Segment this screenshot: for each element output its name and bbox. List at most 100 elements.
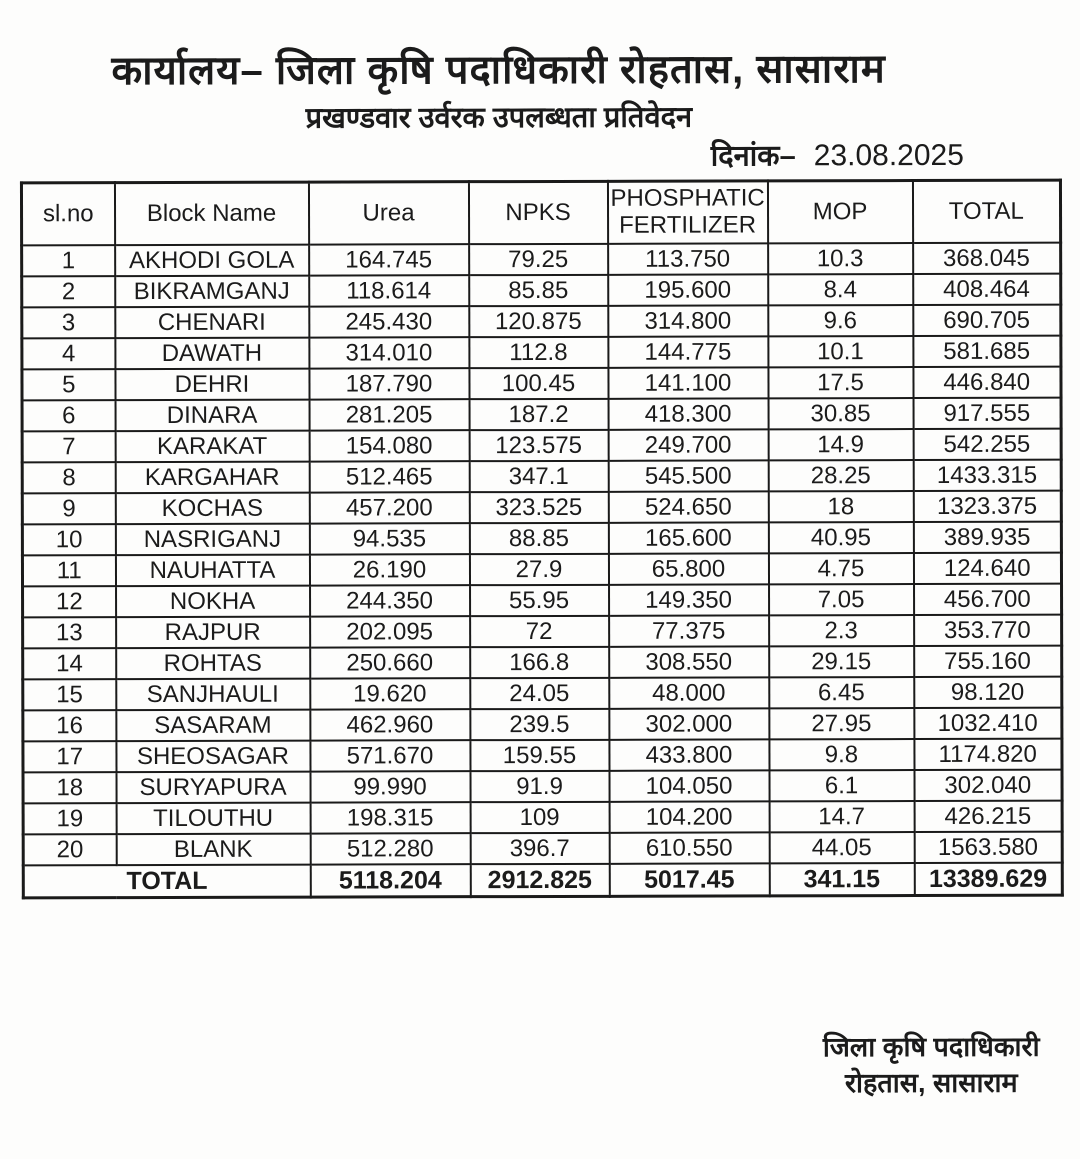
table-cell: 245.430 xyxy=(308,306,469,338)
table-cell: 571.670 xyxy=(309,740,471,772)
table-cell: 149.350 xyxy=(608,584,769,616)
table-cell: 12 xyxy=(22,586,116,618)
table-cell: 65.800 xyxy=(608,553,769,585)
table-cell: 159.55 xyxy=(469,739,610,772)
column-header: MOP xyxy=(767,180,913,244)
table-row: 8 KARGAHAR 512.465 347.1 545.500 28.25 1433.31… xyxy=(22,459,1062,494)
table-cell: KOCHAS xyxy=(115,492,310,525)
table-cell: 19 xyxy=(23,803,117,835)
table-cell: 755.160 xyxy=(913,645,1062,678)
total-cell: 5118.204 xyxy=(310,864,471,898)
table-cell: 4.75 xyxy=(768,553,914,585)
table-cell: 4 xyxy=(21,338,115,370)
table-cell: 1032.410 xyxy=(913,707,1062,740)
table-row: 11 NAUHATTA 26.190 27.9 65.800 4.75 124.640 xyxy=(22,552,1062,587)
table-cell: 1323.375 xyxy=(913,490,1062,523)
table-cell: 187.790 xyxy=(308,368,470,400)
table-cell: 5 xyxy=(21,369,116,401)
table-cell: SHEOSAGAR xyxy=(115,740,311,773)
table-cell: 88.85 xyxy=(469,522,609,555)
table-cell: 6.45 xyxy=(768,677,914,709)
table-row: 9 KOCHAS 457.200 323.525 524.650 18 1323.375 xyxy=(22,490,1062,525)
table-cell: 353.770 xyxy=(913,614,1062,647)
table-cell: ROHTAS xyxy=(115,647,310,680)
table-cell: 123.575 xyxy=(469,429,609,462)
table-cell: 426.215 xyxy=(914,800,1063,833)
table-cell: 11 xyxy=(22,555,116,587)
table-cell: 13 xyxy=(22,617,116,649)
table-cell: 1 xyxy=(21,245,115,277)
table-row: 13 RAJPUR 202.095 72 77.375 2.3 353.770 xyxy=(22,614,1062,649)
table-cell: 3 xyxy=(21,307,115,339)
total-cell: 13389.629 xyxy=(914,862,1063,896)
table-cell: AKHODI GOLA xyxy=(114,244,309,277)
table-cell: 104.200 xyxy=(609,801,770,833)
table-cell: 14.7 xyxy=(769,801,915,833)
table-row: 3 CHENARI 245.430 120.875 314.800 9.6 690.705 xyxy=(21,304,1061,339)
table-cell: 15 xyxy=(22,679,116,711)
table-body: 1 AKHODI GOLA 164.745 79.25 113.750 10.3 368.0… xyxy=(21,242,1063,866)
table-cell: 9.6 xyxy=(767,305,913,337)
table-cell: 48.000 xyxy=(608,677,769,709)
table-cell: DINARA xyxy=(115,399,310,432)
table-cell: 85.85 xyxy=(468,274,608,307)
table-cell: 10.1 xyxy=(767,336,913,368)
table-cell: 9.8 xyxy=(768,739,915,771)
table-cell: 8.4 xyxy=(767,274,913,306)
table-cell: 408.464 xyxy=(912,273,1061,306)
column-header: TOTAL xyxy=(912,180,1061,244)
table-cell: 302.000 xyxy=(608,708,769,740)
table-cell: 347.1 xyxy=(469,460,609,493)
table-row: 19 TILOUTHU 198.315 109 104.200 14.7 426.215 xyxy=(23,800,1063,835)
table-cell: 187.2 xyxy=(469,398,609,431)
table-cell: 72 xyxy=(469,615,609,648)
table-cell: 7 xyxy=(22,431,116,463)
total-label: TOTAL xyxy=(23,864,311,898)
table-cell: KARGAHAR xyxy=(115,461,310,494)
table-cell: 28.25 xyxy=(768,460,914,492)
table-cell: 446.840 xyxy=(912,366,1062,399)
total-cell: 341.15 xyxy=(769,863,915,896)
table-cell: 2 xyxy=(21,276,115,308)
table-cell: NOKHA xyxy=(115,585,310,618)
table-cell: 10.3 xyxy=(767,243,913,275)
total-cell: 5017.45 xyxy=(609,863,770,897)
column-header: PHOSPHATIC FERTILIZER xyxy=(607,180,768,244)
table-cell: 30.85 xyxy=(768,398,914,430)
table-cell: 610.550 xyxy=(609,832,770,864)
signature-block: जिला कृषि पदाधिकारी रोहतास, सासाराम xyxy=(791,1029,1071,1103)
table-cell: 581.685 xyxy=(912,335,1061,368)
table-cell: 55.95 xyxy=(469,584,609,617)
table-cell: 79.25 xyxy=(468,243,608,276)
header-row: sl.no Block Name Urea NPKS PHOSPHATIC FERTIL… xyxy=(21,180,1061,246)
table-row: 12 NOKHA 244.350 55.95 149.350 7.05 456.700 xyxy=(22,583,1062,618)
table-row: 6 DINARA 281.205 187.2 418.300 30.85 917.555 xyxy=(22,397,1062,432)
table-cell: 109 xyxy=(470,801,610,834)
table-cell: 6 xyxy=(22,400,116,432)
table-cell: 99.990 xyxy=(310,771,471,803)
total-row: TOTAL 5118.204 2912.825 5017.45 341.15 13389.… xyxy=(23,862,1063,898)
table-cell: 249.700 xyxy=(608,429,769,461)
table-cell: 18 xyxy=(768,491,914,523)
table-row: 15 SANJHAULI 19.620 24.05 48.000 6.45 98.120 xyxy=(22,676,1062,711)
table-cell: 24.05 xyxy=(469,677,609,710)
table-row: 17 SHEOSAGAR 571.670 159.55 433.800 9.8 1174.8… xyxy=(22,738,1062,773)
table-cell: 545.500 xyxy=(608,460,769,492)
table-cell: 27.95 xyxy=(768,708,914,740)
table-cell: 14.9 xyxy=(768,429,914,461)
table-cell: 166.8 xyxy=(469,646,609,679)
table-cell: 98.120 xyxy=(913,676,1062,709)
table-cell: 104.050 xyxy=(609,770,770,802)
table-row: 16 SASARAM 462.960 239.5 302.000 27.95 1032.41… xyxy=(22,707,1062,742)
table-cell: 1433.315 xyxy=(913,459,1062,492)
document-subtitle: प्रखण्डवार उर्वरक उपलब्धता प्रतिवेदन xyxy=(305,101,693,135)
table-cell: 154.080 xyxy=(309,430,470,462)
table-cell: 100.45 xyxy=(468,367,609,400)
table-cell: 18 xyxy=(23,772,117,804)
document-title: कार्यालय– जिला कृषि पदाधिकारी रोहतास, सा… xyxy=(111,47,886,94)
column-header: sl.no xyxy=(21,182,115,246)
table-cell: 244.350 xyxy=(309,585,470,617)
table-cell: 368.045 xyxy=(912,242,1061,275)
table-cell: 1563.580 xyxy=(914,831,1063,864)
